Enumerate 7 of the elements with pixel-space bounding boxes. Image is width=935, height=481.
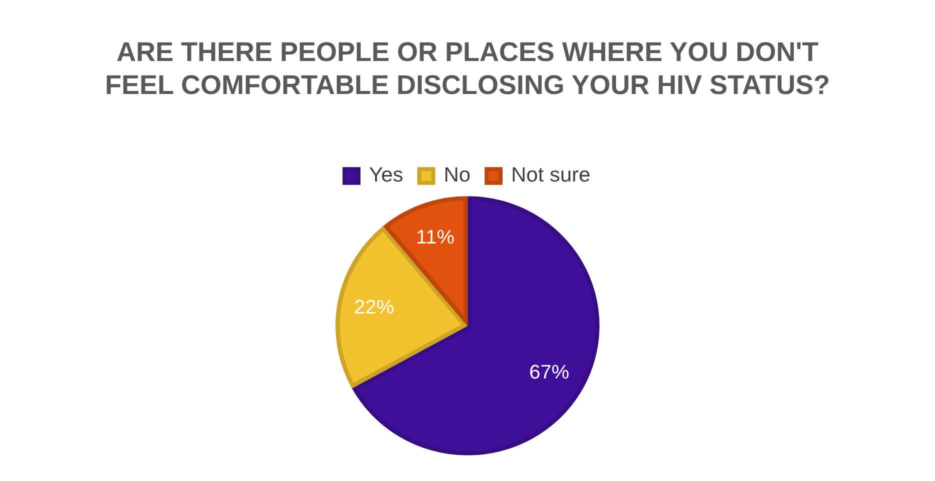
data-label: 67%: [529, 362, 570, 384]
legend-label: Yes: [369, 164, 404, 187]
data-label: 11%: [416, 226, 455, 248]
legend-label: No: [444, 164, 471, 187]
chart-title: ARE THERE PEOPLE OR PLACES WHERE YOU DON'T FEEL COMFORTABLE DISCLOSING YOUR HIV STATUS?: [104, 36, 832, 102]
data-label: 22%: [354, 296, 394, 319]
legend-label: Not sure: [511, 164, 590, 187]
